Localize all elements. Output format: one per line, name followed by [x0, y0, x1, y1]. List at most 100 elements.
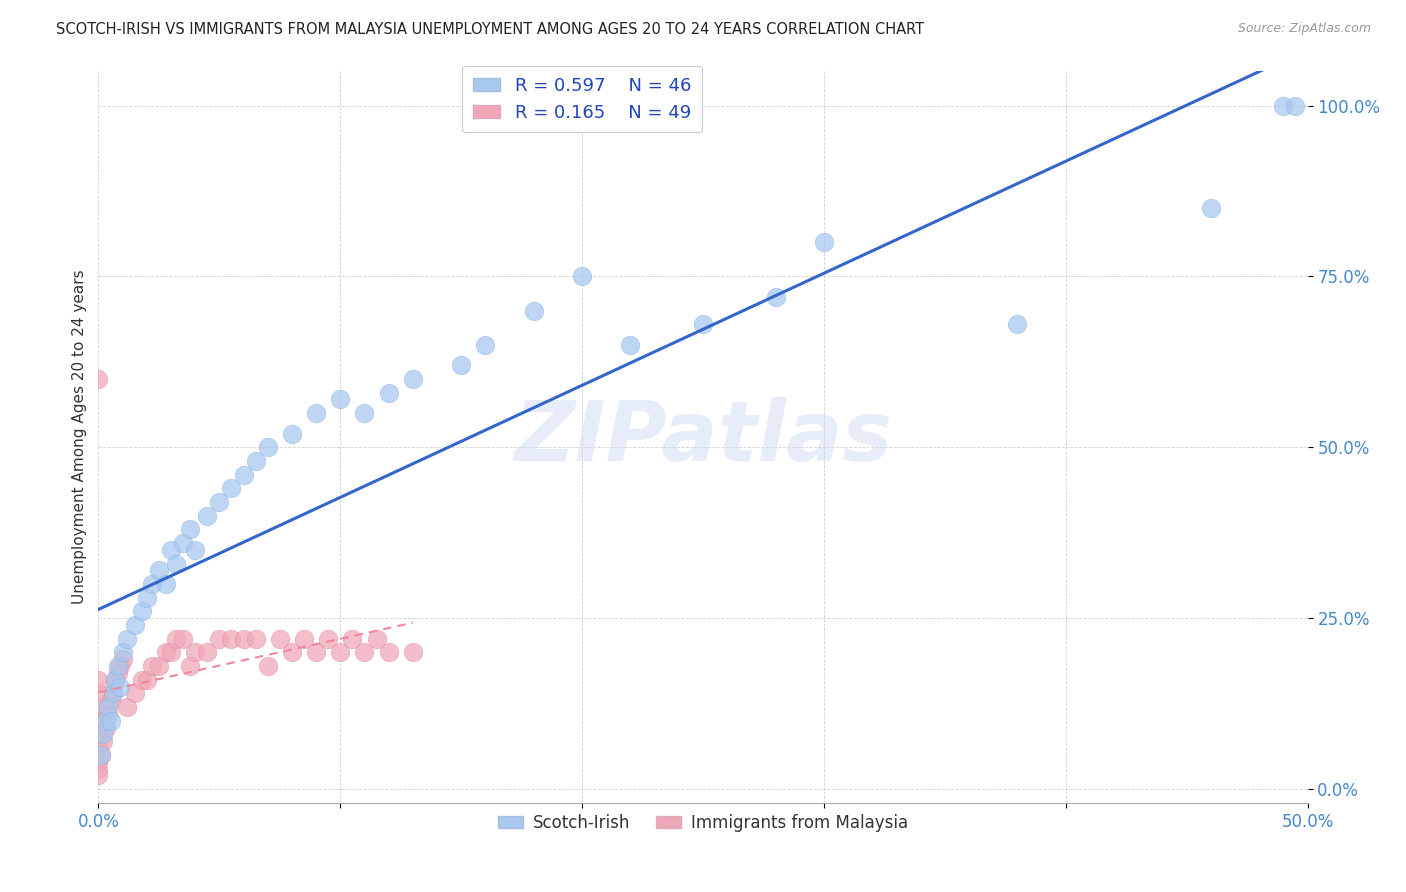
Point — [179, 659, 201, 673]
Point — [316, 632, 339, 646]
Point — [353, 645, 375, 659]
Point — [1272, 98, 1295, 112]
Point — [104, 673, 127, 687]
Point — [91, 727, 114, 741]
Point — [342, 632, 364, 646]
Point — [208, 632, 231, 646]
Point — [366, 632, 388, 646]
Point — [245, 454, 267, 468]
Point — [221, 632, 243, 646]
Point — [305, 645, 328, 659]
Point — [256, 440, 278, 454]
Point — [94, 714, 117, 728]
Point — [195, 645, 218, 659]
Point — [87, 673, 110, 687]
Point — [111, 652, 134, 666]
Point — [474, 338, 496, 352]
Point — [377, 645, 399, 659]
Point — [1007, 318, 1029, 332]
Point — [402, 372, 425, 386]
Point — [107, 665, 129, 680]
Point — [160, 542, 183, 557]
Point — [155, 577, 177, 591]
Point — [148, 659, 170, 673]
Point — [87, 372, 110, 386]
Point — [571, 269, 593, 284]
Point — [208, 495, 231, 509]
Point — [108, 680, 131, 694]
Point — [221, 481, 243, 495]
Point — [97, 706, 120, 721]
Point — [87, 727, 110, 741]
Point — [87, 686, 110, 700]
Point — [402, 645, 425, 659]
Point — [131, 604, 153, 618]
Point — [160, 645, 183, 659]
Point — [94, 721, 117, 735]
Point — [135, 591, 157, 605]
Point — [90, 747, 112, 762]
Point — [101, 686, 124, 700]
Legend: Scotch-Irish, Immigrants from Malaysia: Scotch-Irish, Immigrants from Malaysia — [492, 807, 914, 838]
Point — [87, 741, 110, 756]
Point — [117, 700, 139, 714]
Point — [107, 659, 129, 673]
Point — [184, 645, 207, 659]
Point — [135, 673, 157, 687]
Point — [141, 659, 163, 673]
Point — [87, 714, 110, 728]
Text: Source: ZipAtlas.com: Source: ZipAtlas.com — [1237, 22, 1371, 36]
Point — [329, 645, 352, 659]
Point — [329, 392, 352, 407]
Point — [100, 693, 122, 707]
Point — [108, 659, 131, 673]
Point — [148, 563, 170, 577]
Point — [184, 542, 207, 557]
Point — [1199, 201, 1222, 215]
Point — [281, 645, 304, 659]
Point — [100, 714, 122, 728]
Point — [131, 673, 153, 687]
Point — [813, 235, 835, 250]
Point — [281, 426, 304, 441]
Point — [111, 645, 134, 659]
Text: ZIPatlas: ZIPatlas — [515, 397, 891, 477]
Point — [104, 673, 127, 687]
Text: SCOTCH-IRISH VS IMMIGRANTS FROM MALAYSIA UNEMPLOYMENT AMONG AGES 20 TO 24 YEARS : SCOTCH-IRISH VS IMMIGRANTS FROM MALAYSIA… — [56, 22, 924, 37]
Point — [269, 632, 291, 646]
Point — [305, 406, 328, 420]
Point — [91, 734, 114, 748]
Point — [87, 768, 110, 782]
Point — [232, 467, 254, 482]
Point — [87, 755, 110, 769]
Point — [353, 406, 375, 420]
Point — [292, 632, 315, 646]
Point — [179, 522, 201, 536]
Point — [101, 686, 124, 700]
Point — [232, 632, 254, 646]
Point — [172, 632, 194, 646]
Point — [155, 645, 177, 659]
Point — [172, 536, 194, 550]
Point — [165, 557, 187, 571]
Point — [450, 359, 472, 373]
Point — [87, 700, 110, 714]
Point — [97, 700, 120, 714]
Point — [117, 632, 139, 646]
Point — [165, 632, 187, 646]
Point — [195, 508, 218, 523]
Point — [124, 618, 146, 632]
Point — [619, 338, 641, 352]
Point — [245, 632, 267, 646]
Y-axis label: Unemployment Among Ages 20 to 24 years: Unemployment Among Ages 20 to 24 years — [72, 269, 87, 605]
Point — [692, 318, 714, 332]
Point — [523, 303, 546, 318]
Point — [90, 747, 112, 762]
Point — [141, 577, 163, 591]
Point — [256, 659, 278, 673]
Point — [87, 762, 110, 776]
Point — [124, 686, 146, 700]
Point — [1284, 98, 1306, 112]
Point — [377, 385, 399, 400]
Point — [765, 290, 787, 304]
